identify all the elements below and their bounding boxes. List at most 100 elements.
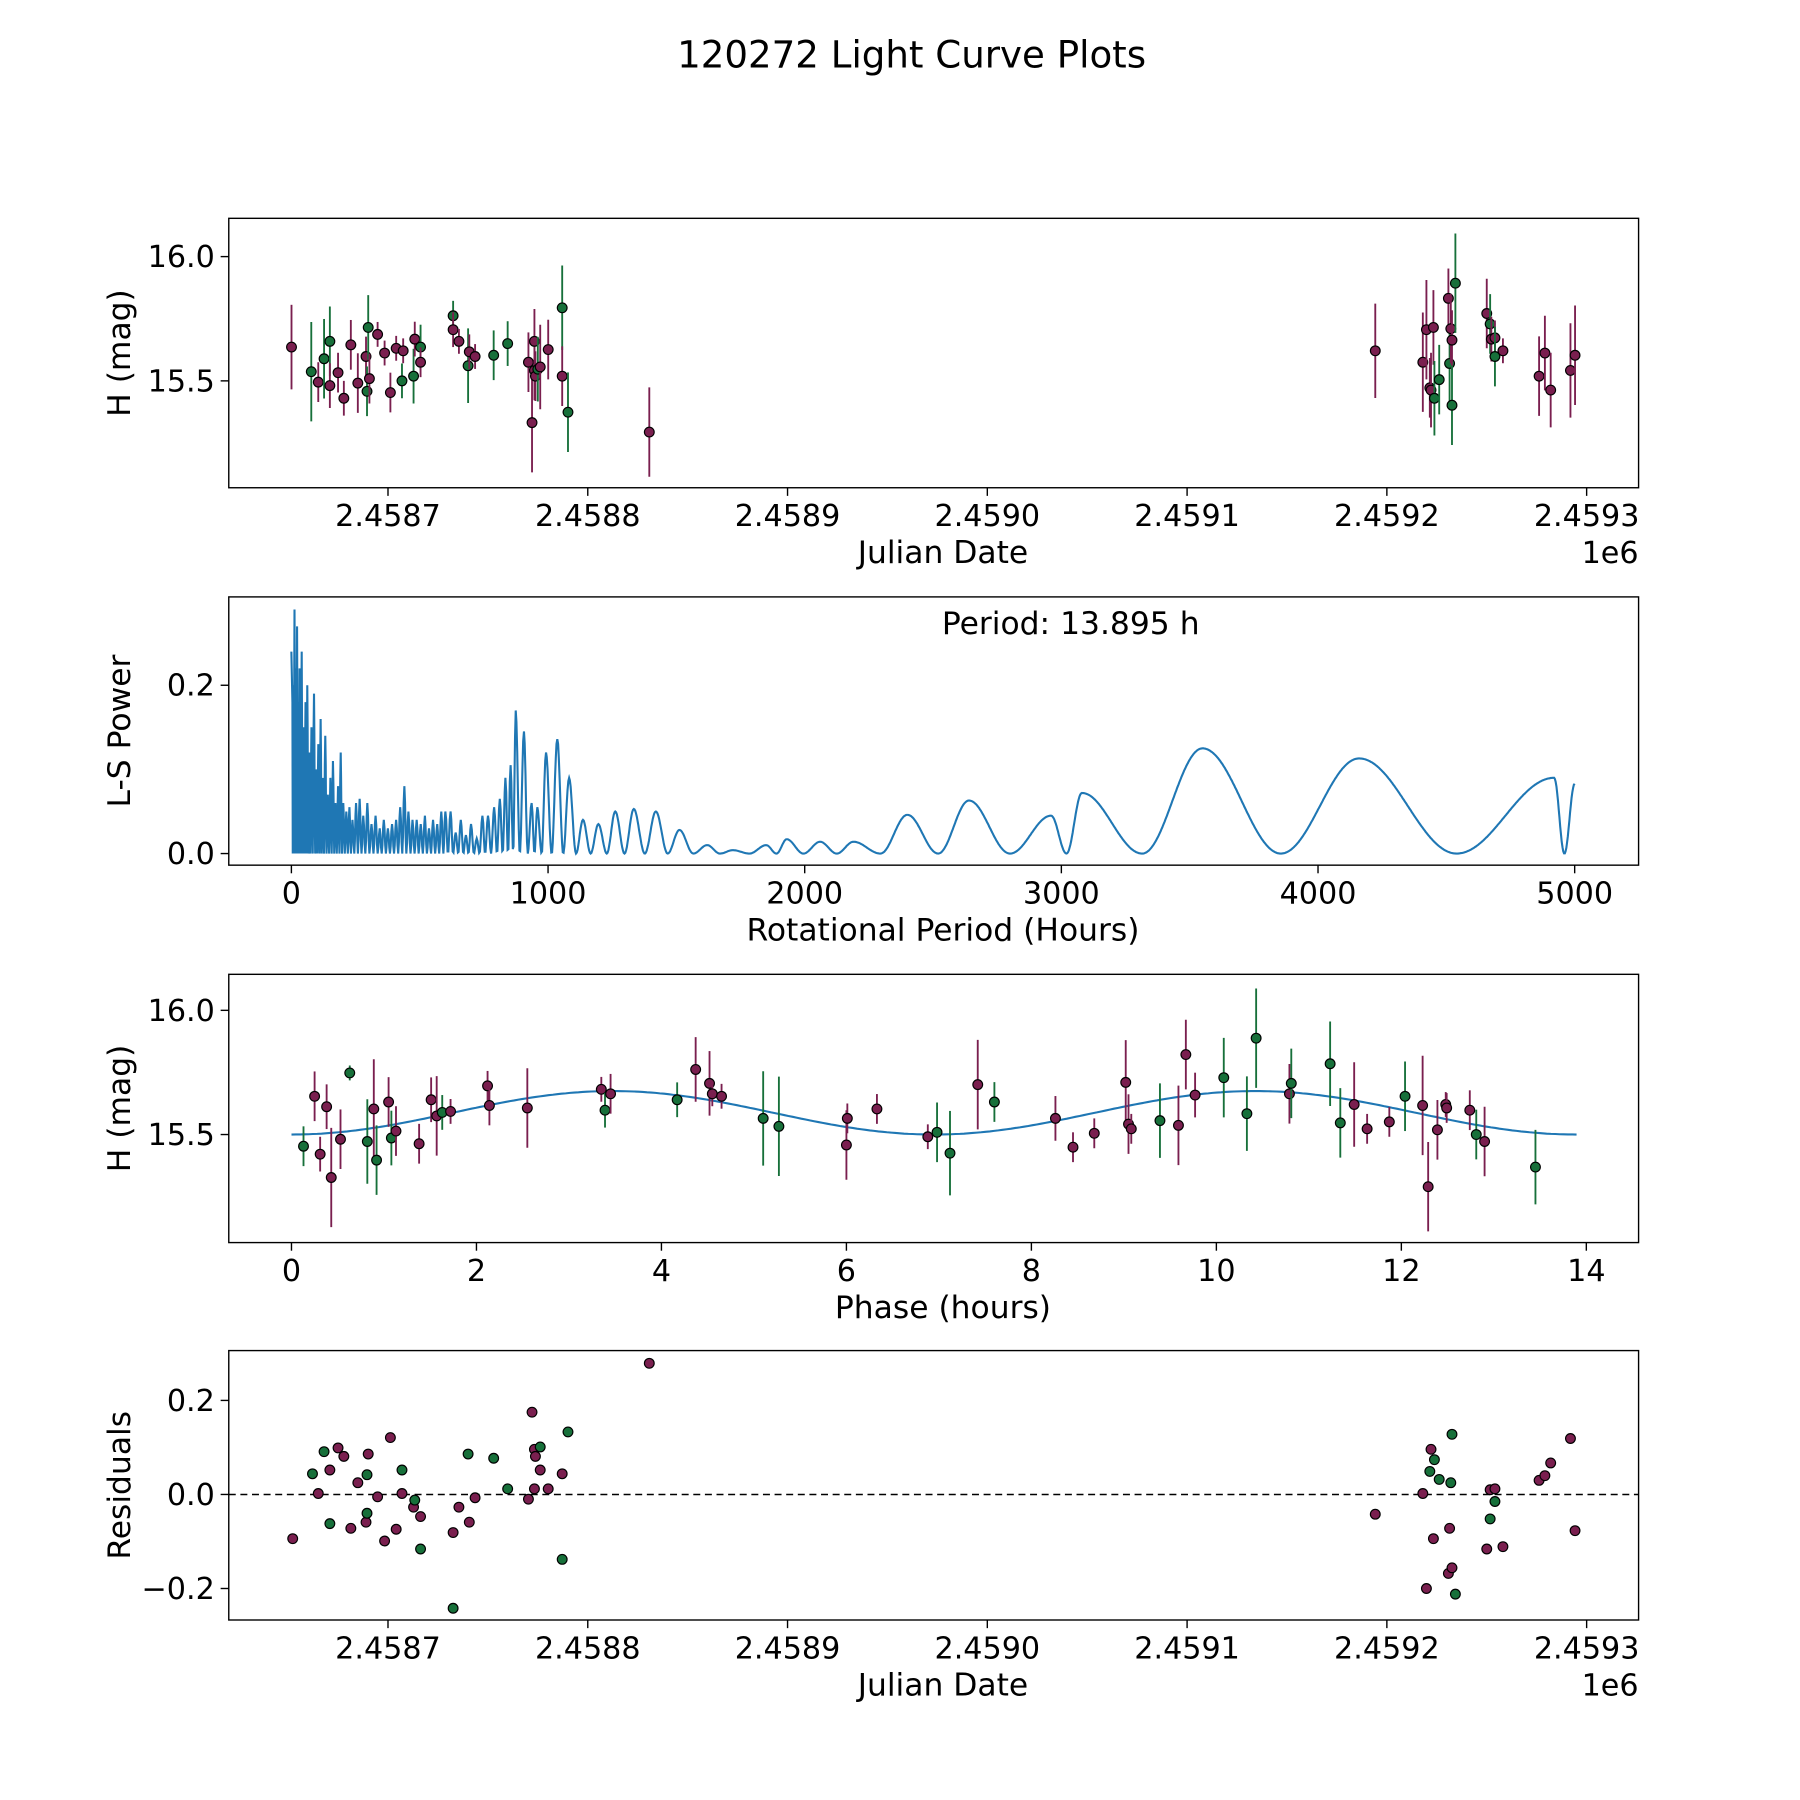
data-point: [840, 1139, 852, 1151]
y-tick-label: 15.5: [148, 1118, 215, 1153]
data-point: [352, 377, 364, 389]
residual-point: [1484, 1513, 1496, 1525]
data-point: [324, 335, 336, 347]
residual-point: [384, 1432, 396, 1444]
panel-periodogram: 0 1000 2000 3000 4000 5000 0.0 0.2 Rotational Pe…: [102, 596, 1640, 949]
residual-point: [526, 1406, 538, 1418]
residual-point: [1481, 1543, 1493, 1555]
y-tick-label: 0.2: [167, 669, 215, 704]
data-point: [1417, 1100, 1429, 1111]
data-point: [312, 376, 324, 388]
data-point: [972, 1079, 984, 1091]
data-point: [1049, 1112, 1061, 1124]
residual-point: [1428, 1454, 1440, 1466]
residual-point: [534, 1464, 546, 1476]
data-point: [562, 406, 574, 418]
residual-point: [379, 1535, 391, 1547]
x-tick-label: 2.4591: [1134, 499, 1240, 534]
x-tick-label: 2.4588: [535, 1631, 641, 1666]
data-point: [335, 1133, 346, 1145]
data-point: [671, 1094, 683, 1106]
residual-point: [318, 1446, 330, 1458]
data-point: [1529, 1161, 1541, 1173]
x-tick-label: 10: [1197, 1254, 1235, 1289]
residual-point: [338, 1450, 350, 1462]
residual-point: [345, 1522, 357, 1534]
x-tick-label: 2000: [766, 876, 843, 911]
data-point: [1154, 1115, 1166, 1127]
axes-frame: [228, 1349, 1640, 1621]
residual-point: [1433, 1473, 1445, 1485]
data-point: [841, 1112, 853, 1124]
data-point: [447, 324, 459, 336]
residual-point: [1369, 1508, 1381, 1520]
x-tick-label: 2.4587: [335, 1631, 441, 1666]
residual-point: [447, 1527, 459, 1539]
residual-point: [463, 1516, 475, 1528]
data-point: [368, 1103, 380, 1115]
data-point: [1481, 308, 1493, 319]
residual-point: [1425, 1443, 1437, 1455]
plot-area: [228, 1357, 1639, 1614]
y-tick-label: 0.0: [167, 1478, 215, 1513]
x-tick-label: 2: [467, 1254, 486, 1289]
residual-point: [390, 1523, 402, 1535]
data-point: [309, 1090, 321, 1102]
residual-point: [1497, 1541, 1509, 1553]
panel-phase-folded: 0 2 4 6 8 10 12 14 15.5 16.0 Phase (hours) H (mag): [102, 973, 1640, 1326]
residual-point: [1424, 1465, 1436, 1477]
residual-point: [556, 1553, 568, 1565]
data-point: [1383, 1116, 1395, 1128]
data-point: [1433, 374, 1445, 386]
y-axis-label: H (mag): [102, 289, 138, 417]
data-point: [1441, 1102, 1453, 1114]
x-tick-label: 2.4592: [1334, 1631, 1440, 1666]
residual-point: [1420, 1583, 1432, 1594]
data-point: [556, 302, 568, 314]
x-tick-label: 2.4592: [1334, 499, 1440, 534]
x-axis-label: Julian Date: [856, 535, 1028, 571]
data-point: [371, 1154, 383, 1166]
data-point: [1417, 356, 1429, 368]
data-point: [372, 328, 384, 340]
x-tick-label: 0: [282, 876, 301, 911]
data-point: [482, 1080, 494, 1092]
x-tick-label: 2.4591: [1134, 1631, 1240, 1666]
residual-point: [542, 1483, 554, 1495]
residual-point: [502, 1483, 514, 1495]
data-point: [469, 351, 481, 362]
residual-point: [562, 1426, 574, 1438]
data-point: [1489, 351, 1501, 362]
data-point: [488, 349, 500, 361]
x-axis-label: Julian Date: [856, 1667, 1028, 1703]
data-point: [305, 366, 317, 378]
residual-point: [1417, 1488, 1429, 1499]
data-point: [1067, 1141, 1079, 1153]
axes-frame: [228, 596, 1640, 866]
y-tick-label: 0.0: [167, 837, 215, 872]
data-point: [1446, 334, 1458, 346]
x-tick-label: 4000: [1280, 876, 1357, 911]
data-point: [453, 335, 465, 347]
data-point: [944, 1147, 956, 1159]
x-tick-label: 0: [282, 1254, 301, 1289]
data-point: [413, 1138, 425, 1150]
data-point: [1120, 1076, 1132, 1088]
x-tick-label: 5000: [1536, 876, 1613, 911]
data-point: [1369, 345, 1381, 357]
plot-area: [291, 988, 1577, 1232]
data-point: [1497, 345, 1509, 357]
residual-point: [396, 1464, 408, 1476]
data-point: [922, 1131, 934, 1143]
data-point: [1180, 1049, 1192, 1061]
y-tick-label: 0.2: [167, 1384, 215, 1419]
data-point: [931, 1126, 943, 1138]
data-point: [526, 417, 538, 429]
data-point: [1446, 399, 1458, 411]
residual-point: [324, 1464, 336, 1476]
residual-point: [312, 1488, 324, 1499]
data-point: [318, 353, 330, 365]
residual-point: [361, 1469, 373, 1481]
y-tick-label: 16.0: [148, 240, 215, 275]
